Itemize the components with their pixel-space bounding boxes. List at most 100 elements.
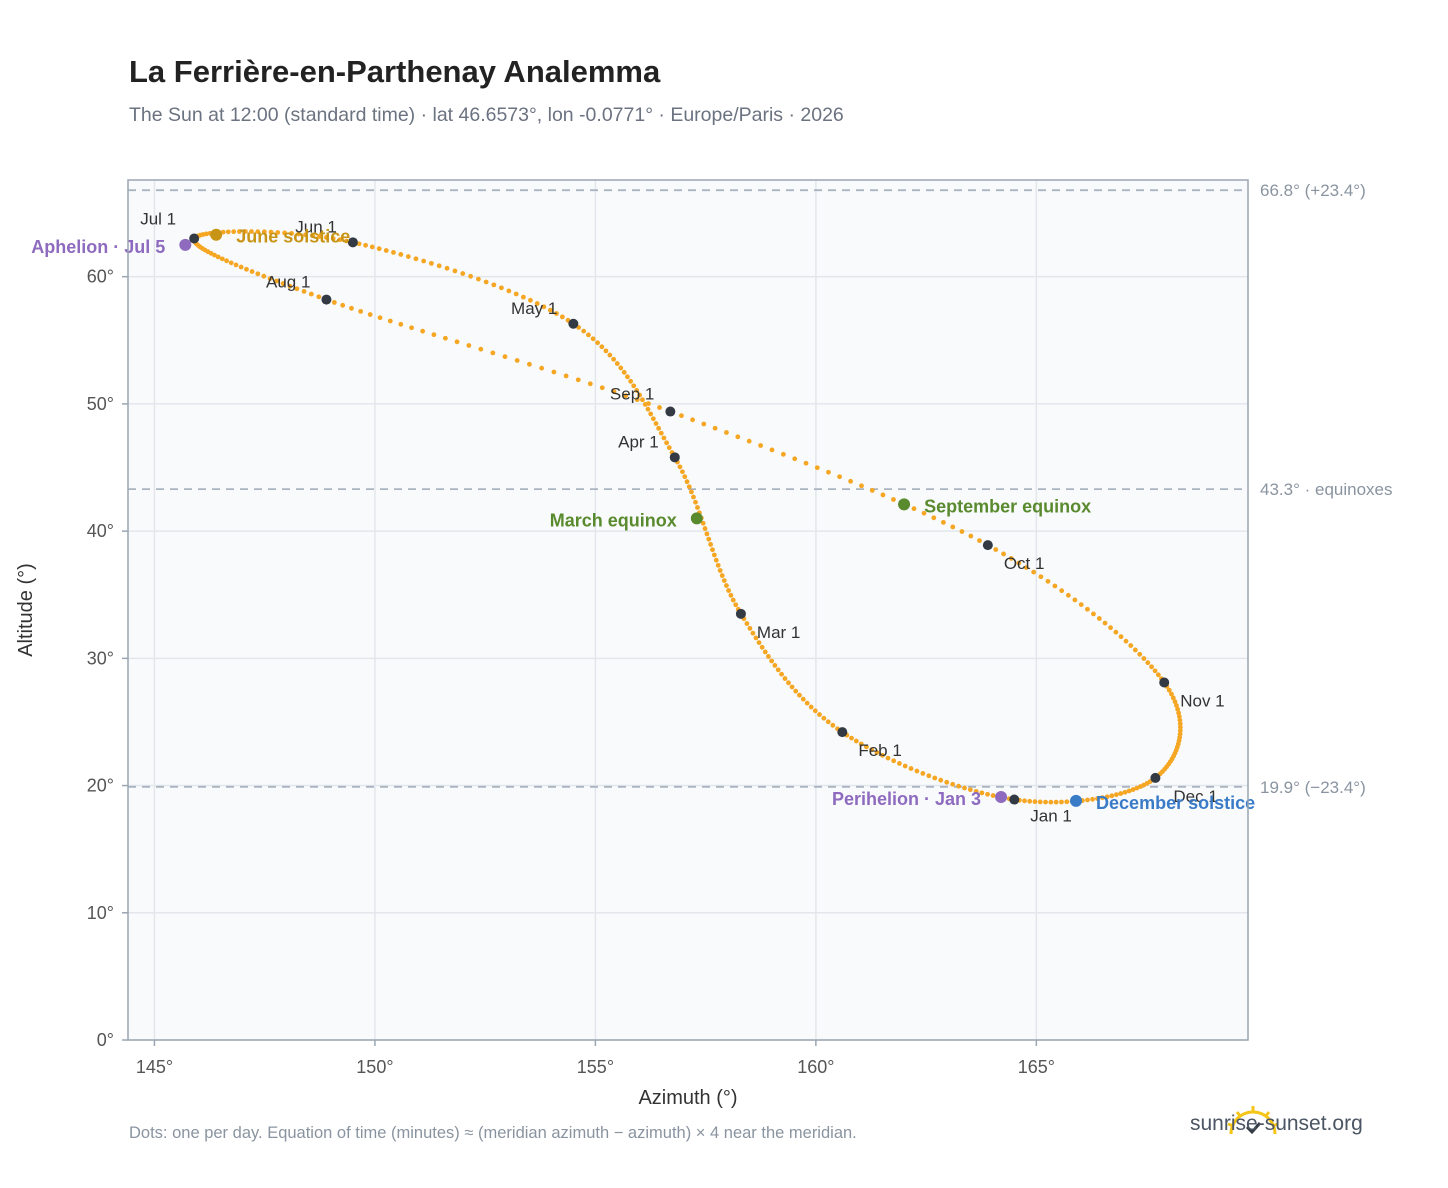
daily-sun-dot	[618, 365, 624, 371]
daily-sun-dot	[711, 552, 717, 558]
month-label: Aug 1	[266, 273, 310, 292]
y-tick-label: 30°	[87, 648, 114, 668]
daily-sun-dot	[621, 369, 627, 375]
daily-sun-dot	[233, 262, 239, 268]
daily-sun-dot	[666, 445, 672, 451]
daily-sun-dot	[724, 430, 729, 435]
daily-sun-dot	[268, 229, 274, 235]
daily-sun-dot	[331, 300, 337, 305]
daily-sun-dot	[506, 288, 512, 294]
month-label: May 1	[511, 299, 557, 318]
daily-sun-dot	[275, 230, 281, 235]
daily-sun-dot	[1176, 710, 1181, 716]
daily-sun-dot	[420, 328, 426, 334]
event-label: December solstice	[1096, 793, 1255, 813]
daily-sun-dot	[637, 392, 643, 398]
daily-sun-dot	[804, 700, 810, 706]
daily-sun-dot	[708, 542, 714, 547]
month-label: Jan 1	[1030, 807, 1072, 826]
daily-sun-dot	[968, 533, 974, 539]
daily-sun-dot	[750, 630, 756, 636]
daily-sun-dot	[294, 286, 300, 292]
daily-sun-dot	[661, 435, 667, 441]
daily-sun-dot	[1038, 574, 1044, 580]
daily-sun-dot	[800, 696, 806, 702]
daily-sun-dot	[744, 621, 750, 626]
daily-sun-dot	[421, 258, 427, 264]
daily-sun-dot	[762, 649, 768, 655]
daily-sun-dot	[634, 397, 640, 403]
y-axis-label: Altitude (°)	[15, 563, 37, 657]
daily-sun-dot	[452, 268, 458, 274]
daily-sun-dot	[514, 358, 520, 363]
daily-sun-dot	[575, 377, 581, 383]
daily-sun-dot	[1130, 787, 1136, 792]
y-tick-label: 60°	[87, 267, 114, 287]
daily-sun-dot	[728, 592, 734, 598]
daily-sun-dot	[979, 790, 985, 796]
daily-sun-dot	[911, 506, 917, 512]
daily-sun-dot	[1102, 620, 1108, 626]
daily-sun-dot	[520, 294, 526, 300]
daily-sun-dot	[454, 339, 460, 345]
daily-sun-dot	[344, 238, 349, 244]
daily-sun-dot	[1064, 799, 1070, 805]
daily-sun-dot	[219, 256, 225, 262]
daily-sun-dot	[587, 381, 593, 387]
daily-sun-dot	[261, 273, 267, 279]
daily-sun-dot	[735, 434, 741, 440]
daily-sun-dot	[1022, 798, 1027, 804]
daily-sun-dot	[920, 771, 926, 776]
daily-sun-dot	[826, 469, 831, 475]
daily-sun-dot	[1053, 799, 1059, 805]
daily-sun-dot	[1095, 796, 1100, 801]
daily-sun-dot	[921, 510, 927, 516]
daily-sun-dot	[973, 788, 979, 794]
daily-sun-dot	[1072, 597, 1078, 603]
daily-sun-dot	[830, 722, 836, 728]
brand-name: sunrise-sunset.org	[1190, 1112, 1363, 1135]
daily-sun-dot	[1172, 699, 1178, 705]
daily-sun-dot	[1145, 660, 1151, 666]
daily-sun-dot	[387, 318, 393, 324]
reference-line-label: 66.8° (+23.4°)	[1260, 181, 1366, 200]
month-label: Jun 1	[295, 217, 337, 236]
daily-sun-dot	[1138, 784, 1143, 789]
daily-sun-dot	[224, 258, 230, 264]
daily-sun-dot	[746, 438, 752, 444]
month-label: Dec 1	[1173, 787, 1217, 806]
chart-title: La Ferrière-en-Parthenay Analemma	[129, 54, 661, 89]
daily-sun-dot	[712, 425, 718, 431]
daily-sun-dot	[1123, 638, 1129, 644]
daily-sun-dot	[792, 456, 798, 462]
daily-sun-dot	[756, 640, 762, 646]
daily-sun-dot	[769, 447, 775, 453]
daily-sun-dot	[398, 321, 404, 327]
daily-sun-dot	[267, 276, 273, 282]
daily-sun-dot	[959, 529, 965, 534]
daily-sun-dot	[793, 688, 799, 694]
daily-sun-dot	[891, 497, 896, 502]
daily-sun-dot	[747, 625, 753, 631]
daily-sun-dot	[212, 252, 217, 258]
reference-line-label: 43.3° · equinoxes	[1260, 480, 1393, 499]
daily-sun-dot	[956, 783, 962, 789]
daily-sun-dot	[646, 401, 651, 407]
daily-sun-dot	[282, 230, 288, 236]
daily-sun-dot	[797, 692, 802, 698]
daily-sun-dot	[710, 547, 715, 553]
daily-sun-dot	[628, 378, 634, 384]
daily-sun-dot	[821, 715, 827, 721]
daily-sun-dot	[460, 271, 466, 276]
daily-sun-dot	[1001, 551, 1006, 557]
daily-sun-dot	[431, 332, 437, 338]
daily-sun-dot	[490, 350, 496, 356]
daily-sun-dot	[880, 492, 886, 498]
daily-sun-dot	[436, 263, 442, 269]
daily-sun-dot	[682, 474, 688, 480]
daily-sun-dot	[825, 719, 831, 725]
month-marker	[1009, 794, 1020, 805]
daily-sun-dot	[356, 241, 362, 247]
daily-sun-dot	[853, 738, 859, 744]
daily-sun-dot	[1085, 606, 1090, 612]
